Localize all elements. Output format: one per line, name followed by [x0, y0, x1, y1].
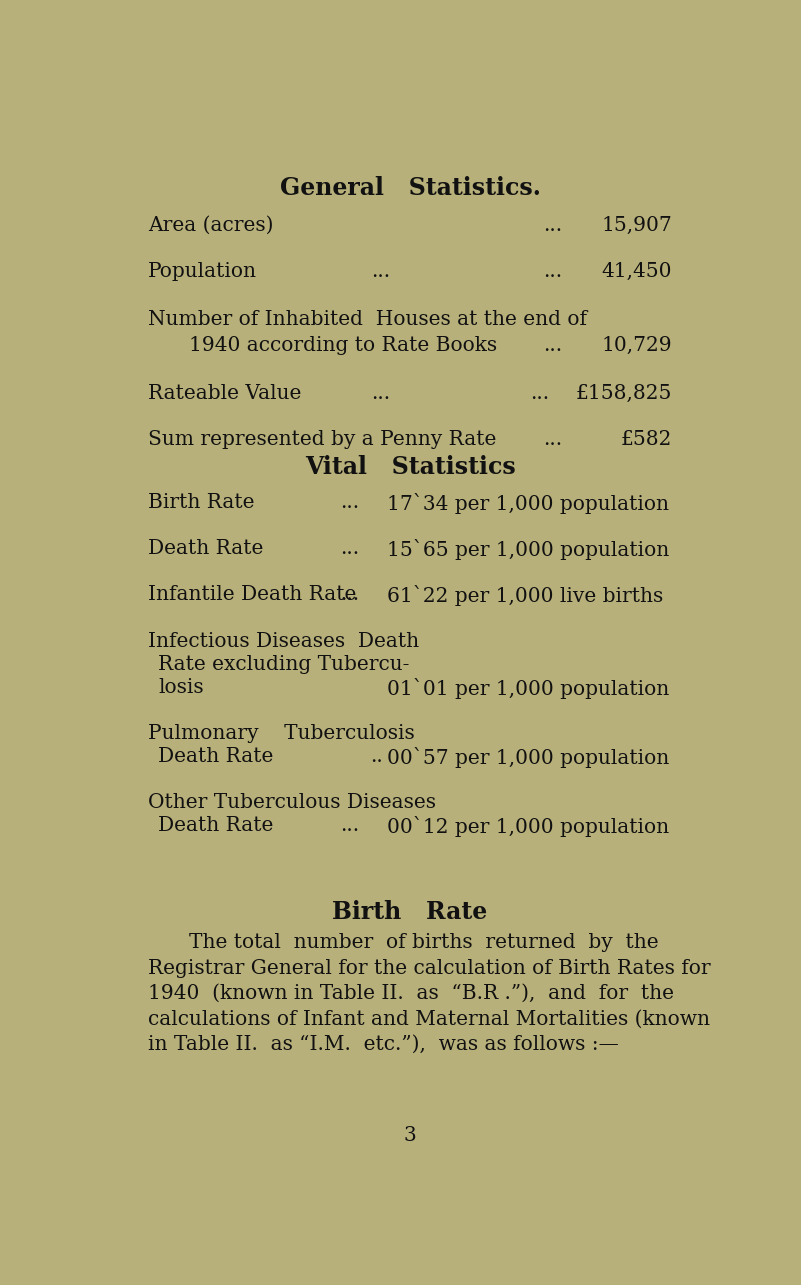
Text: calculations of Infant and Maternal Mortalities (known: calculations of Infant and Maternal Mort…	[148, 1010, 710, 1029]
Text: 00ˋ57 per 1,000 population: 00ˋ57 per 1,000 population	[387, 747, 669, 768]
Text: ...: ...	[340, 586, 360, 604]
Text: 15ˋ65 per 1,000 population: 15ˋ65 per 1,000 population	[387, 540, 669, 560]
Text: ...: ...	[340, 493, 360, 511]
Text: Death Rate: Death Rate	[159, 816, 274, 835]
Text: Area (acres): Area (acres)	[148, 216, 274, 235]
Text: losis: losis	[159, 677, 204, 696]
Text: Birth   Rate: Birth Rate	[332, 899, 488, 924]
Text: 1940  (known in Table II.  as  “B.R .”),  and  for  the: 1940 (known in Table II. as “B.R .”), an…	[148, 984, 674, 1004]
Text: ...: ...	[530, 384, 549, 402]
Text: Infantile Death Rate: Infantile Death Rate	[148, 586, 356, 604]
Text: Birth Rate: Birth Rate	[148, 493, 255, 511]
Text: 41,450: 41,450	[602, 262, 672, 281]
Text: Registrar General for the calculation of Birth Rates for: Registrar General for the calculation of…	[148, 959, 710, 978]
Text: ...: ...	[543, 335, 562, 355]
Text: ...: ...	[372, 262, 391, 281]
Text: Rate excluding Tubercu-: Rate excluding Tubercu-	[159, 654, 409, 673]
Text: ...: ...	[543, 262, 562, 281]
Text: General   Statistics.: General Statistics.	[280, 176, 541, 199]
Text: Population: Population	[148, 262, 257, 281]
Text: ...: ...	[543, 216, 562, 235]
Text: 1940 according to Rate Books: 1940 according to Rate Books	[189, 335, 497, 355]
Text: The total  number  of births  returned  by  the: The total number of births returned by t…	[189, 933, 659, 952]
Text: 00ˋ12 per 1,000 population: 00ˋ12 per 1,000 population	[387, 816, 669, 838]
Text: 3: 3	[404, 1126, 417, 1145]
Text: ...: ...	[543, 430, 562, 448]
Text: Sum represented by a Penny Rate: Sum represented by a Penny Rate	[148, 430, 497, 448]
Text: Death Rate: Death Rate	[159, 747, 274, 766]
Text: in Table II.  as “I.M.  etc.”),  was as follows :—: in Table II. as “I.M. etc.”), was as fol…	[148, 1036, 619, 1054]
Text: Infectious Diseases  Death: Infectious Diseases Death	[148, 632, 419, 650]
Text: Number of Inhabited  Houses at the end of: Number of Inhabited Houses at the end of	[148, 310, 587, 329]
Text: 61ˋ22 per 1,000 live births: 61ˋ22 per 1,000 live births	[387, 586, 663, 607]
Text: 10,729: 10,729	[602, 335, 672, 355]
Text: Pulmonary    Tuberculosis: Pulmonary Tuberculosis	[148, 723, 415, 743]
Text: 01ˋ01 per 1,000 population: 01ˋ01 per 1,000 population	[387, 677, 669, 699]
Text: ...: ...	[372, 384, 391, 402]
Text: 15,907: 15,907	[602, 216, 672, 235]
Text: 17ˋ34 per 1,000 population: 17ˋ34 per 1,000 population	[387, 493, 669, 514]
Text: £582: £582	[621, 430, 672, 448]
Text: Rateable Value: Rateable Value	[148, 384, 301, 402]
Text: £158,825: £158,825	[576, 384, 672, 402]
Text: Other Tuberculous Diseases: Other Tuberculous Diseases	[148, 793, 437, 812]
Text: ..: ..	[370, 747, 383, 766]
Text: ...: ...	[340, 540, 360, 558]
Text: Vital   Statistics: Vital Statistics	[304, 455, 516, 478]
Text: ...: ...	[340, 816, 360, 835]
Text: Death Rate: Death Rate	[148, 540, 264, 558]
